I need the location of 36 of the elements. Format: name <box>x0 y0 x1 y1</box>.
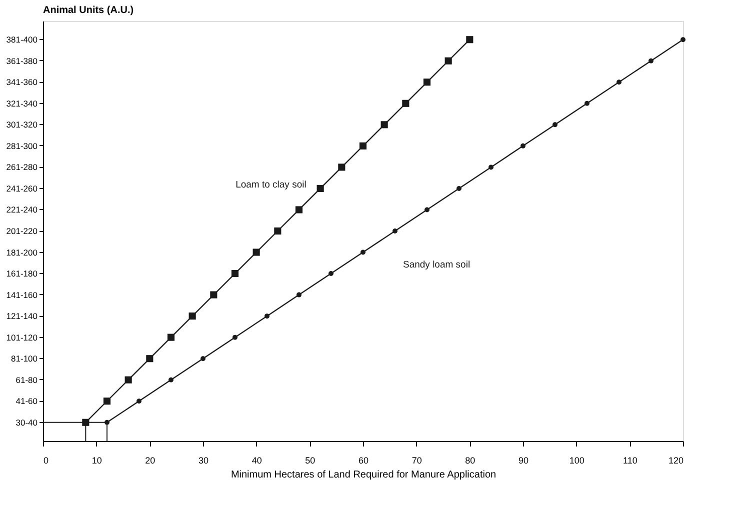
y-tick-label: 161-180 <box>6 268 38 279</box>
y-tick-label: 41-60 <box>16 396 38 406</box>
y-tick-label: 61-80 <box>16 374 38 385</box>
text: Sandy loam soil <box>403 259 470 270</box>
x-axis-title: Minimum Hectares of Land Required for Manure Application <box>230 470 496 480</box>
y-tick-label: 30-40 <box>16 417 38 428</box>
y-tick-label: 361-380 <box>6 56 38 66</box>
x-tick-label: 80 <box>465 456 476 466</box>
y-tick-label: 321-340 <box>6 98 38 108</box>
y-tick-label: 301-320 <box>6 120 38 130</box>
y-tick-label: 141-160 <box>6 290 38 300</box>
y-tick-label: 341-360 <box>6 77 38 88</box>
x-tick-label: 90 <box>518 456 529 466</box>
x-tick-label: 120 <box>668 456 684 466</box>
y-tick-label: 201-220 <box>6 226 38 236</box>
y-tick-label: 81-100 <box>11 354 38 364</box>
y-tick-label: 221-240 <box>6 204 38 215</box>
x-tick-label: 50 <box>305 456 316 466</box>
y-tick-label: 121-140 <box>6 311 38 322</box>
y-tick-label: 101-120 <box>6 332 38 342</box>
y-tick-label: 181-200 <box>6 247 38 258</box>
x-tick-label: 20 <box>145 456 156 466</box>
x-tick-label: 100 <box>569 456 584 466</box>
x-tick-label: 40 <box>252 456 262 466</box>
series-label: Loam to clay soil <box>236 179 306 190</box>
x-tick-label: 70 <box>412 456 422 466</box>
y-tick-label: 241-260 <box>6 183 38 194</box>
x-tick-label: 30 <box>198 456 209 466</box>
x-tick-label: 60 <box>358 456 369 466</box>
y-tick-label: 381-400 <box>6 34 38 45</box>
y-axis-title: Animal Units (A.U.) <box>43 5 134 16</box>
x-tick-label: 0 <box>44 456 49 466</box>
y-tick-label: 261-280 <box>6 162 38 172</box>
y-tick-label: 281-300 <box>6 140 38 151</box>
x-tick-label: 110 <box>622 456 638 466</box>
x-tick-label: 10 <box>92 456 102 466</box>
